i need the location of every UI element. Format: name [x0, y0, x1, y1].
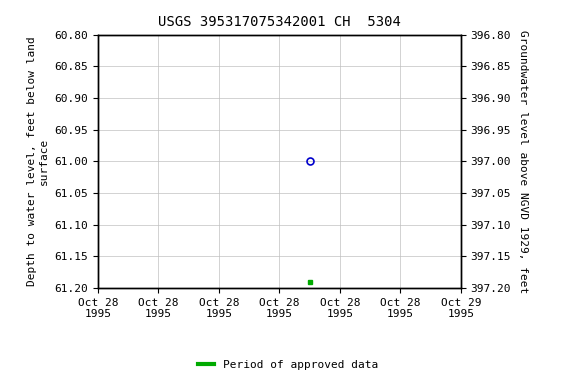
Y-axis label: Groundwater level above NGVD 1929, feet: Groundwater level above NGVD 1929, feet	[518, 30, 528, 293]
Title: USGS 395317075342001 CH  5304: USGS 395317075342001 CH 5304	[158, 15, 401, 29]
Y-axis label: Depth to water level, feet below land
surface: Depth to water level, feet below land su…	[27, 36, 49, 286]
Legend: Period of approved data: Period of approved data	[193, 356, 383, 375]
